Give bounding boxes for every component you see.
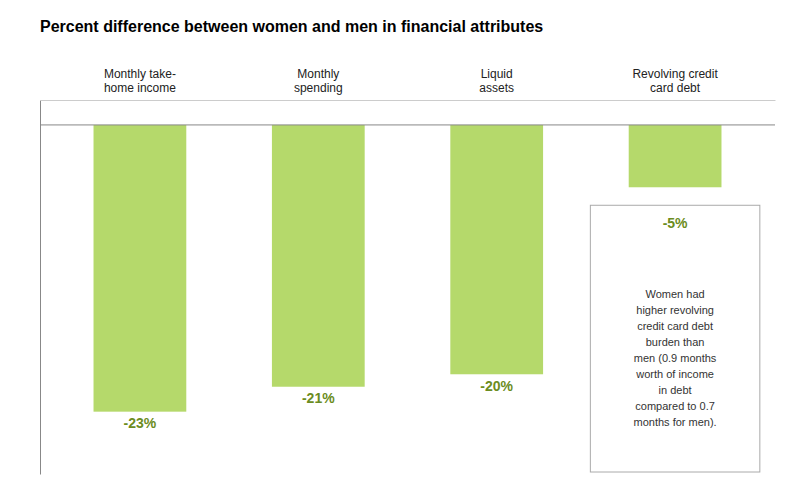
bar bbox=[272, 125, 365, 387]
bar bbox=[94, 125, 187, 412]
x-tick-label-line: Liquid bbox=[481, 67, 513, 81]
x-tick-label-line: assets bbox=[479, 81, 514, 95]
annotation-line: Women had bbox=[646, 288, 705, 300]
title: Percent difference between women and men… bbox=[40, 18, 543, 35]
x-tick-label-line: Monthly bbox=[297, 67, 339, 81]
annotation-text: Women had higher revolving credit card deb… bbox=[634, 288, 717, 428]
y-axis-line bbox=[40, 101, 41, 475]
x-axis: Monthly take-home income Monthlyspending L… bbox=[41, 67, 776, 101]
x-tick: Liquidassets bbox=[479, 67, 514, 100]
annotation-line: compared to 0.7 bbox=[635, 400, 715, 412]
annotation-line: men (0.9 months bbox=[634, 352, 717, 364]
x-tick-label-line: Monthly take- bbox=[104, 67, 176, 81]
x-tick-label-line: card debt bbox=[650, 81, 701, 95]
annotation: Women had higher revolving credit card deb… bbox=[590, 205, 759, 472]
annotation-line: credit card debt bbox=[637, 320, 713, 332]
annotation-line: in debt bbox=[659, 384, 692, 396]
x-tick: Monthlyspending bbox=[294, 67, 343, 100]
chart: Percent difference between women and men… bbox=[0, 0, 800, 486]
x-tick: Monthly take-home income bbox=[104, 67, 176, 100]
data-label: -23% bbox=[124, 415, 157, 431]
annotation-line: worth of income bbox=[635, 368, 714, 380]
x-tick-label-line: home income bbox=[104, 81, 176, 95]
y-axis bbox=[40, 101, 41, 475]
x-tick-label: Monthly take-home income bbox=[104, 67, 176, 95]
bar bbox=[629, 125, 722, 187]
annotation-box bbox=[590, 205, 759, 472]
x-tick: Revolving creditcard debt bbox=[632, 67, 718, 100]
x-tick-label: Liquidassets bbox=[479, 67, 514, 95]
annotation-line: months for men). bbox=[634, 416, 717, 428]
x-axis-line bbox=[41, 100, 776, 101]
annotation-line: burden than bbox=[646, 336, 705, 348]
x-tick-label: Revolving creditcard debt bbox=[632, 67, 718, 95]
bar bbox=[450, 125, 543, 374]
data-label: -21% bbox=[302, 390, 335, 406]
x-tick-label-line: Revolving credit bbox=[632, 67, 718, 81]
x-tick-label: Monthlyspending bbox=[294, 67, 343, 95]
annotation-line: higher revolving bbox=[636, 304, 714, 316]
x-tick-label-line: spending bbox=[294, 81, 343, 95]
plot: Monthly take-home income Monthlyspending L… bbox=[40, 67, 776, 475]
data-label: -20% bbox=[480, 378, 513, 394]
data-labels: -23% -21% -20% -5% bbox=[124, 215, 689, 431]
baseline bbox=[40, 124, 775, 125]
data-label: -5% bbox=[663, 215, 688, 231]
